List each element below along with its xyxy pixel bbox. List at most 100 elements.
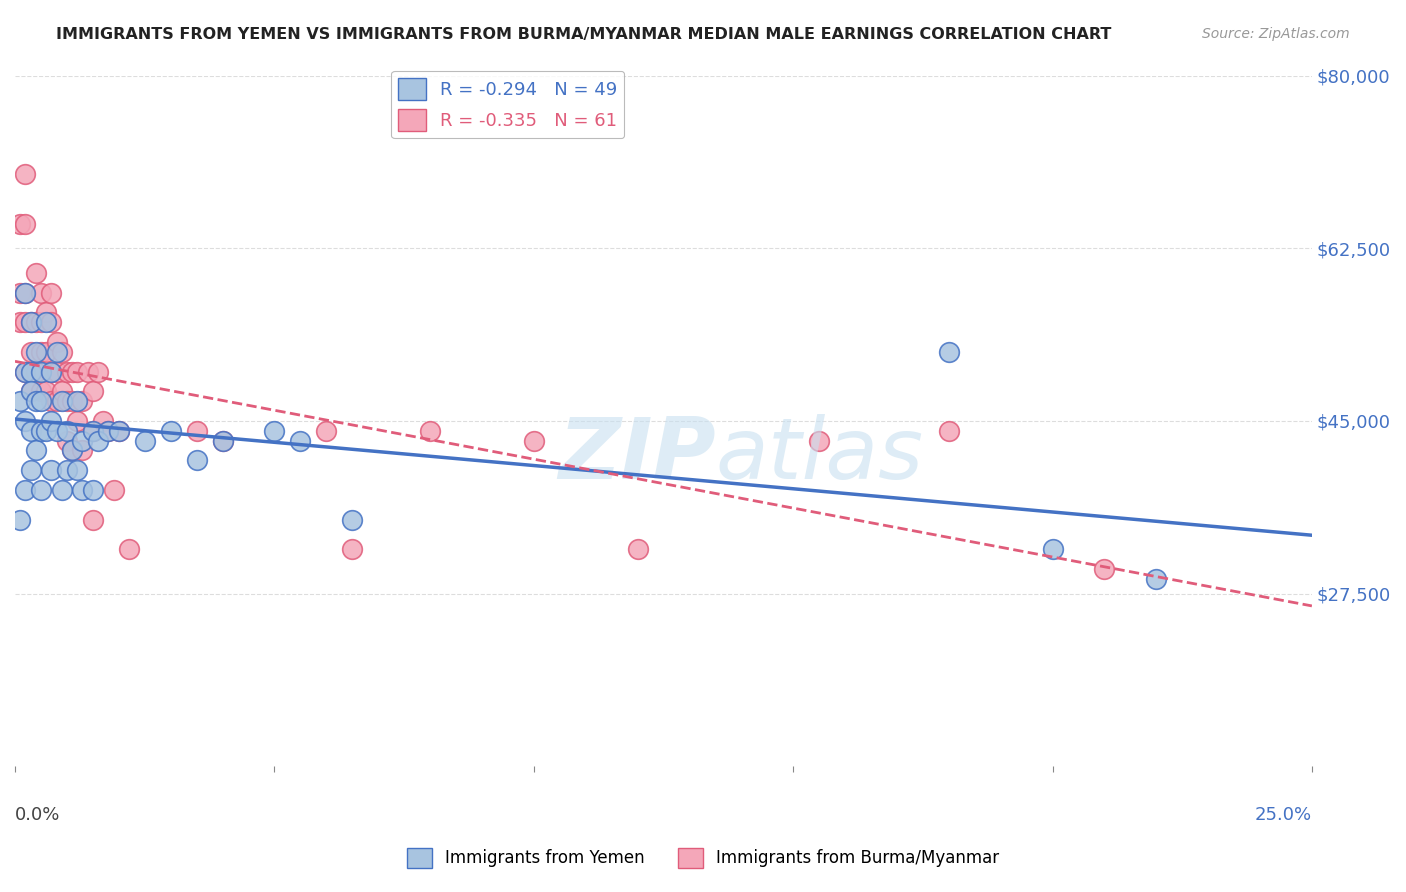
Point [186,424,208,438]
Point [56,434,79,448]
Point [60,365,83,379]
Point [938,344,960,359]
Point [30,315,52,329]
Point [808,434,831,448]
Point [523,434,546,448]
Point [340,542,363,557]
Point [30,365,52,379]
Point [72,434,94,448]
Point [938,424,960,438]
Point [30,344,52,359]
Point [20,463,42,477]
Point [87,434,110,448]
Point [51,394,73,409]
Point [8,315,31,329]
Point [51,483,73,497]
Point [20,344,42,359]
Point [8,285,31,300]
Point [20,384,42,399]
Point [30,483,52,497]
Point [82,384,104,399]
Point [82,483,104,497]
Point [186,453,208,467]
Point [14,365,37,379]
Point [45,394,67,409]
Point [20,365,42,379]
Point [66,365,89,379]
Point [14,285,37,300]
Point [66,414,89,428]
Point [60,394,83,409]
Point [39,463,62,477]
Point [107,424,129,438]
Point [45,424,67,438]
Point [14,483,37,497]
Point [20,365,42,379]
Legend: R = -0.294   N = 49, R = -0.335   N = 61: R = -0.294 N = 49, R = -0.335 N = 61 [391,70,624,138]
Point [35,344,58,359]
Text: atlas: atlas [716,414,924,497]
Point [14,217,37,231]
Point [20,315,42,329]
Point [134,434,156,448]
Point [14,365,37,379]
Point [60,443,83,458]
Point [14,414,37,428]
Point [1144,572,1167,586]
Point [107,424,129,438]
Point [626,542,648,557]
Point [97,424,120,438]
Point [51,344,73,359]
Point [1042,542,1064,557]
Point [39,414,62,428]
Point [24,344,46,359]
Point [39,394,62,409]
Point [24,394,46,409]
Point [56,424,79,438]
Point [1092,562,1115,576]
Text: IMMIGRANTS FROM YEMEN VS IMMIGRANTS FROM BURMA/MYANMAR MEDIAN MALE EARNINGS CORR: IMMIGRANTS FROM YEMEN VS IMMIGRANTS FROM… [56,27,1112,42]
Point [35,315,58,329]
Point [39,315,62,329]
Point [82,424,104,438]
Point [263,424,285,438]
Point [211,434,233,448]
Point [39,365,62,379]
Point [82,424,104,438]
Point [14,315,37,329]
Point [419,424,441,438]
Point [20,384,42,399]
Point [35,424,58,438]
Point [8,394,31,409]
Point [8,512,31,526]
Point [66,394,89,409]
Text: ZIP: ZIP [558,414,716,497]
Point [30,394,52,409]
Point [45,344,67,359]
Point [20,315,42,329]
Point [72,443,94,458]
Point [340,512,363,526]
Point [20,424,42,438]
Point [24,315,46,329]
Point [39,285,62,300]
Point [45,334,67,349]
Point [24,266,46,280]
Point [66,463,89,477]
Point [60,443,83,458]
Point [56,365,79,379]
Point [159,424,181,438]
Point [24,365,46,379]
Point [24,443,46,458]
Point [14,285,37,300]
Point [45,365,67,379]
Point [39,365,62,379]
Text: Source: ZipAtlas.com: Source: ZipAtlas.com [1202,27,1350,41]
Point [211,434,233,448]
Point [82,512,104,526]
Point [87,365,110,379]
Point [14,167,37,181]
Point [8,217,31,231]
Point [56,394,79,409]
Point [97,424,120,438]
